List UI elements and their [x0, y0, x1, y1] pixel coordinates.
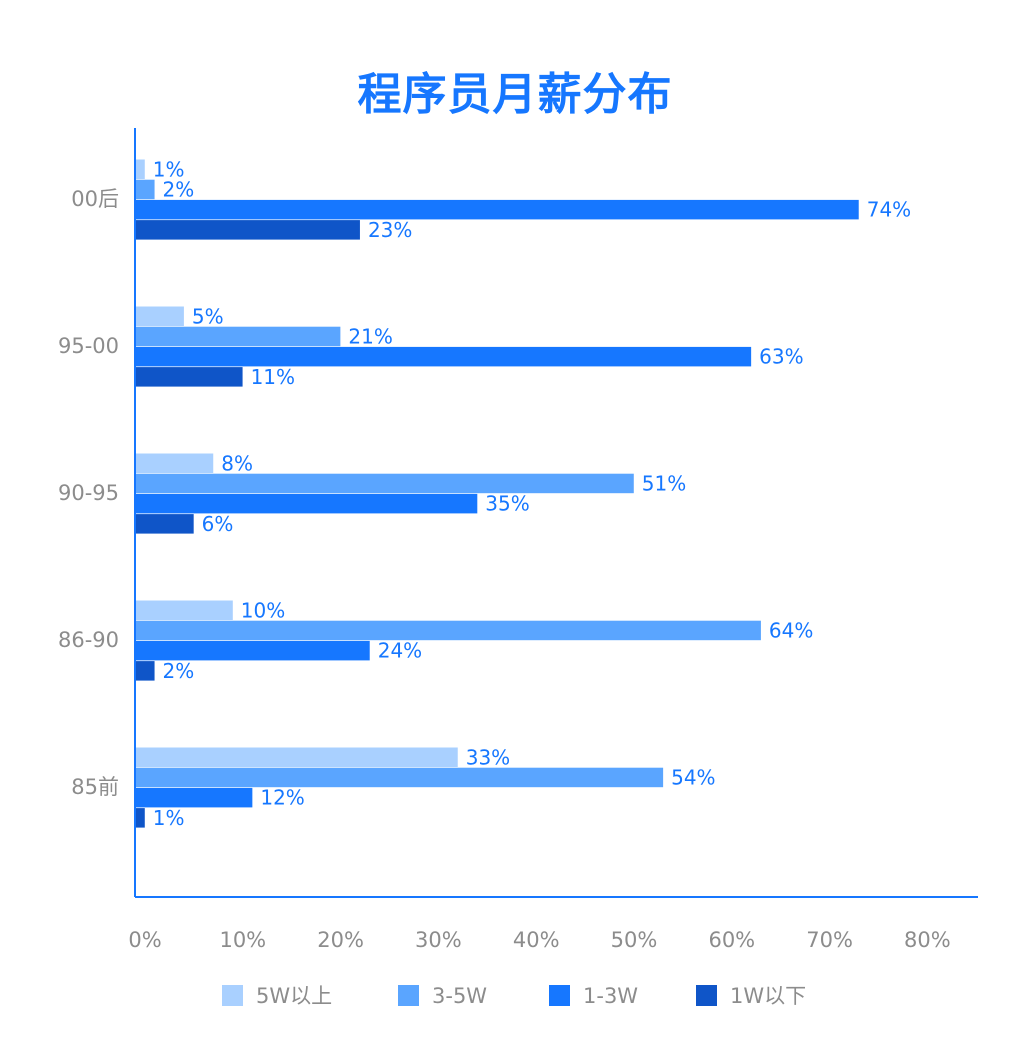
legend-label: 5W以上 — [256, 984, 332, 1008]
value-label: 23% — [368, 218, 412, 242]
legend-item: 3-5W — [398, 984, 487, 1008]
legend-item: 5W以上 — [222, 984, 332, 1008]
legend-item: 1W以下 — [696, 984, 806, 1008]
category-label: 90-95 — [58, 481, 119, 505]
value-label: 1% — [153, 806, 185, 830]
bar — [135, 661, 155, 681]
value-label: 2% — [163, 177, 195, 201]
value-labels-layer: 1%2%74%23%5%21%63%11%8%51%35%6%10%64%24%… — [153, 157, 911, 830]
bar — [135, 747, 458, 767]
category-label: 86-90 — [58, 628, 119, 652]
bar — [135, 306, 184, 326]
value-label: 24% — [378, 639, 422, 663]
x-tick-label: 40% — [513, 928, 560, 952]
category-label: 00后 — [71, 187, 119, 211]
value-label: 51% — [642, 471, 686, 495]
x-tick-label: 50% — [611, 928, 658, 952]
value-label: 11% — [251, 365, 295, 389]
x-tick-labels: 0% 10% 20% 30% 40% 50% 60% 70% 80% — [128, 928, 950, 952]
value-label: 33% — [466, 745, 510, 769]
legend-label: 1W以下 — [730, 984, 806, 1008]
x-tick-label: 20% — [317, 928, 364, 952]
x-tick-label: 10% — [219, 928, 266, 952]
value-label: 74% — [867, 198, 911, 222]
bar — [135, 808, 145, 828]
legend-label: 1-3W — [583, 984, 638, 1008]
value-label: 54% — [671, 765, 715, 789]
bar — [135, 199, 859, 220]
bars-layer — [135, 159, 859, 828]
x-tick-label: 60% — [708, 928, 755, 952]
bar — [135, 220, 360, 240]
value-label: 63% — [759, 345, 803, 369]
value-label: 2% — [163, 659, 195, 683]
value-label: 21% — [348, 324, 392, 348]
chart-title: 程序员月薪分布 — [357, 69, 673, 120]
legend-swatch — [222, 985, 243, 1006]
bar — [135, 600, 233, 620]
category-labels: 00后 95-00 90-95 86-90 85前 — [58, 187, 119, 799]
x-tick-label: 70% — [806, 928, 853, 952]
value-label: 10% — [241, 598, 285, 622]
bar — [135, 179, 155, 200]
value-label: 1% — [153, 157, 185, 181]
bar — [135, 473, 634, 494]
x-tick-label: 30% — [415, 928, 462, 952]
x-tick-label: 0% — [128, 928, 161, 952]
value-label: 12% — [260, 786, 304, 810]
x-tick-label: 80% — [904, 928, 951, 952]
legend-swatch — [549, 985, 570, 1006]
category-label: 85前 — [71, 775, 119, 799]
bar — [135, 787, 253, 808]
bar — [135, 640, 370, 661]
category-label: 95-00 — [58, 334, 119, 358]
bar — [135, 326, 341, 347]
bar — [135, 367, 243, 387]
legend: 5W以上 3-5W 1-3W 1W以下 — [222, 984, 806, 1008]
legend-label: 3-5W — [432, 984, 487, 1008]
legend-item: 1-3W — [549, 984, 638, 1008]
value-label: 35% — [485, 492, 529, 516]
value-label: 64% — [769, 618, 813, 642]
bar — [135, 767, 664, 788]
bar — [135, 346, 752, 367]
bar — [135, 493, 478, 514]
bar — [135, 620, 761, 641]
value-label: 8% — [221, 451, 253, 475]
bar — [135, 514, 194, 534]
value-label: 6% — [202, 512, 234, 536]
legend-swatch — [696, 985, 717, 1006]
legend-swatch — [398, 985, 419, 1006]
bar — [135, 159, 145, 179]
bar — [135, 453, 214, 473]
value-label: 5% — [192, 304, 224, 328]
